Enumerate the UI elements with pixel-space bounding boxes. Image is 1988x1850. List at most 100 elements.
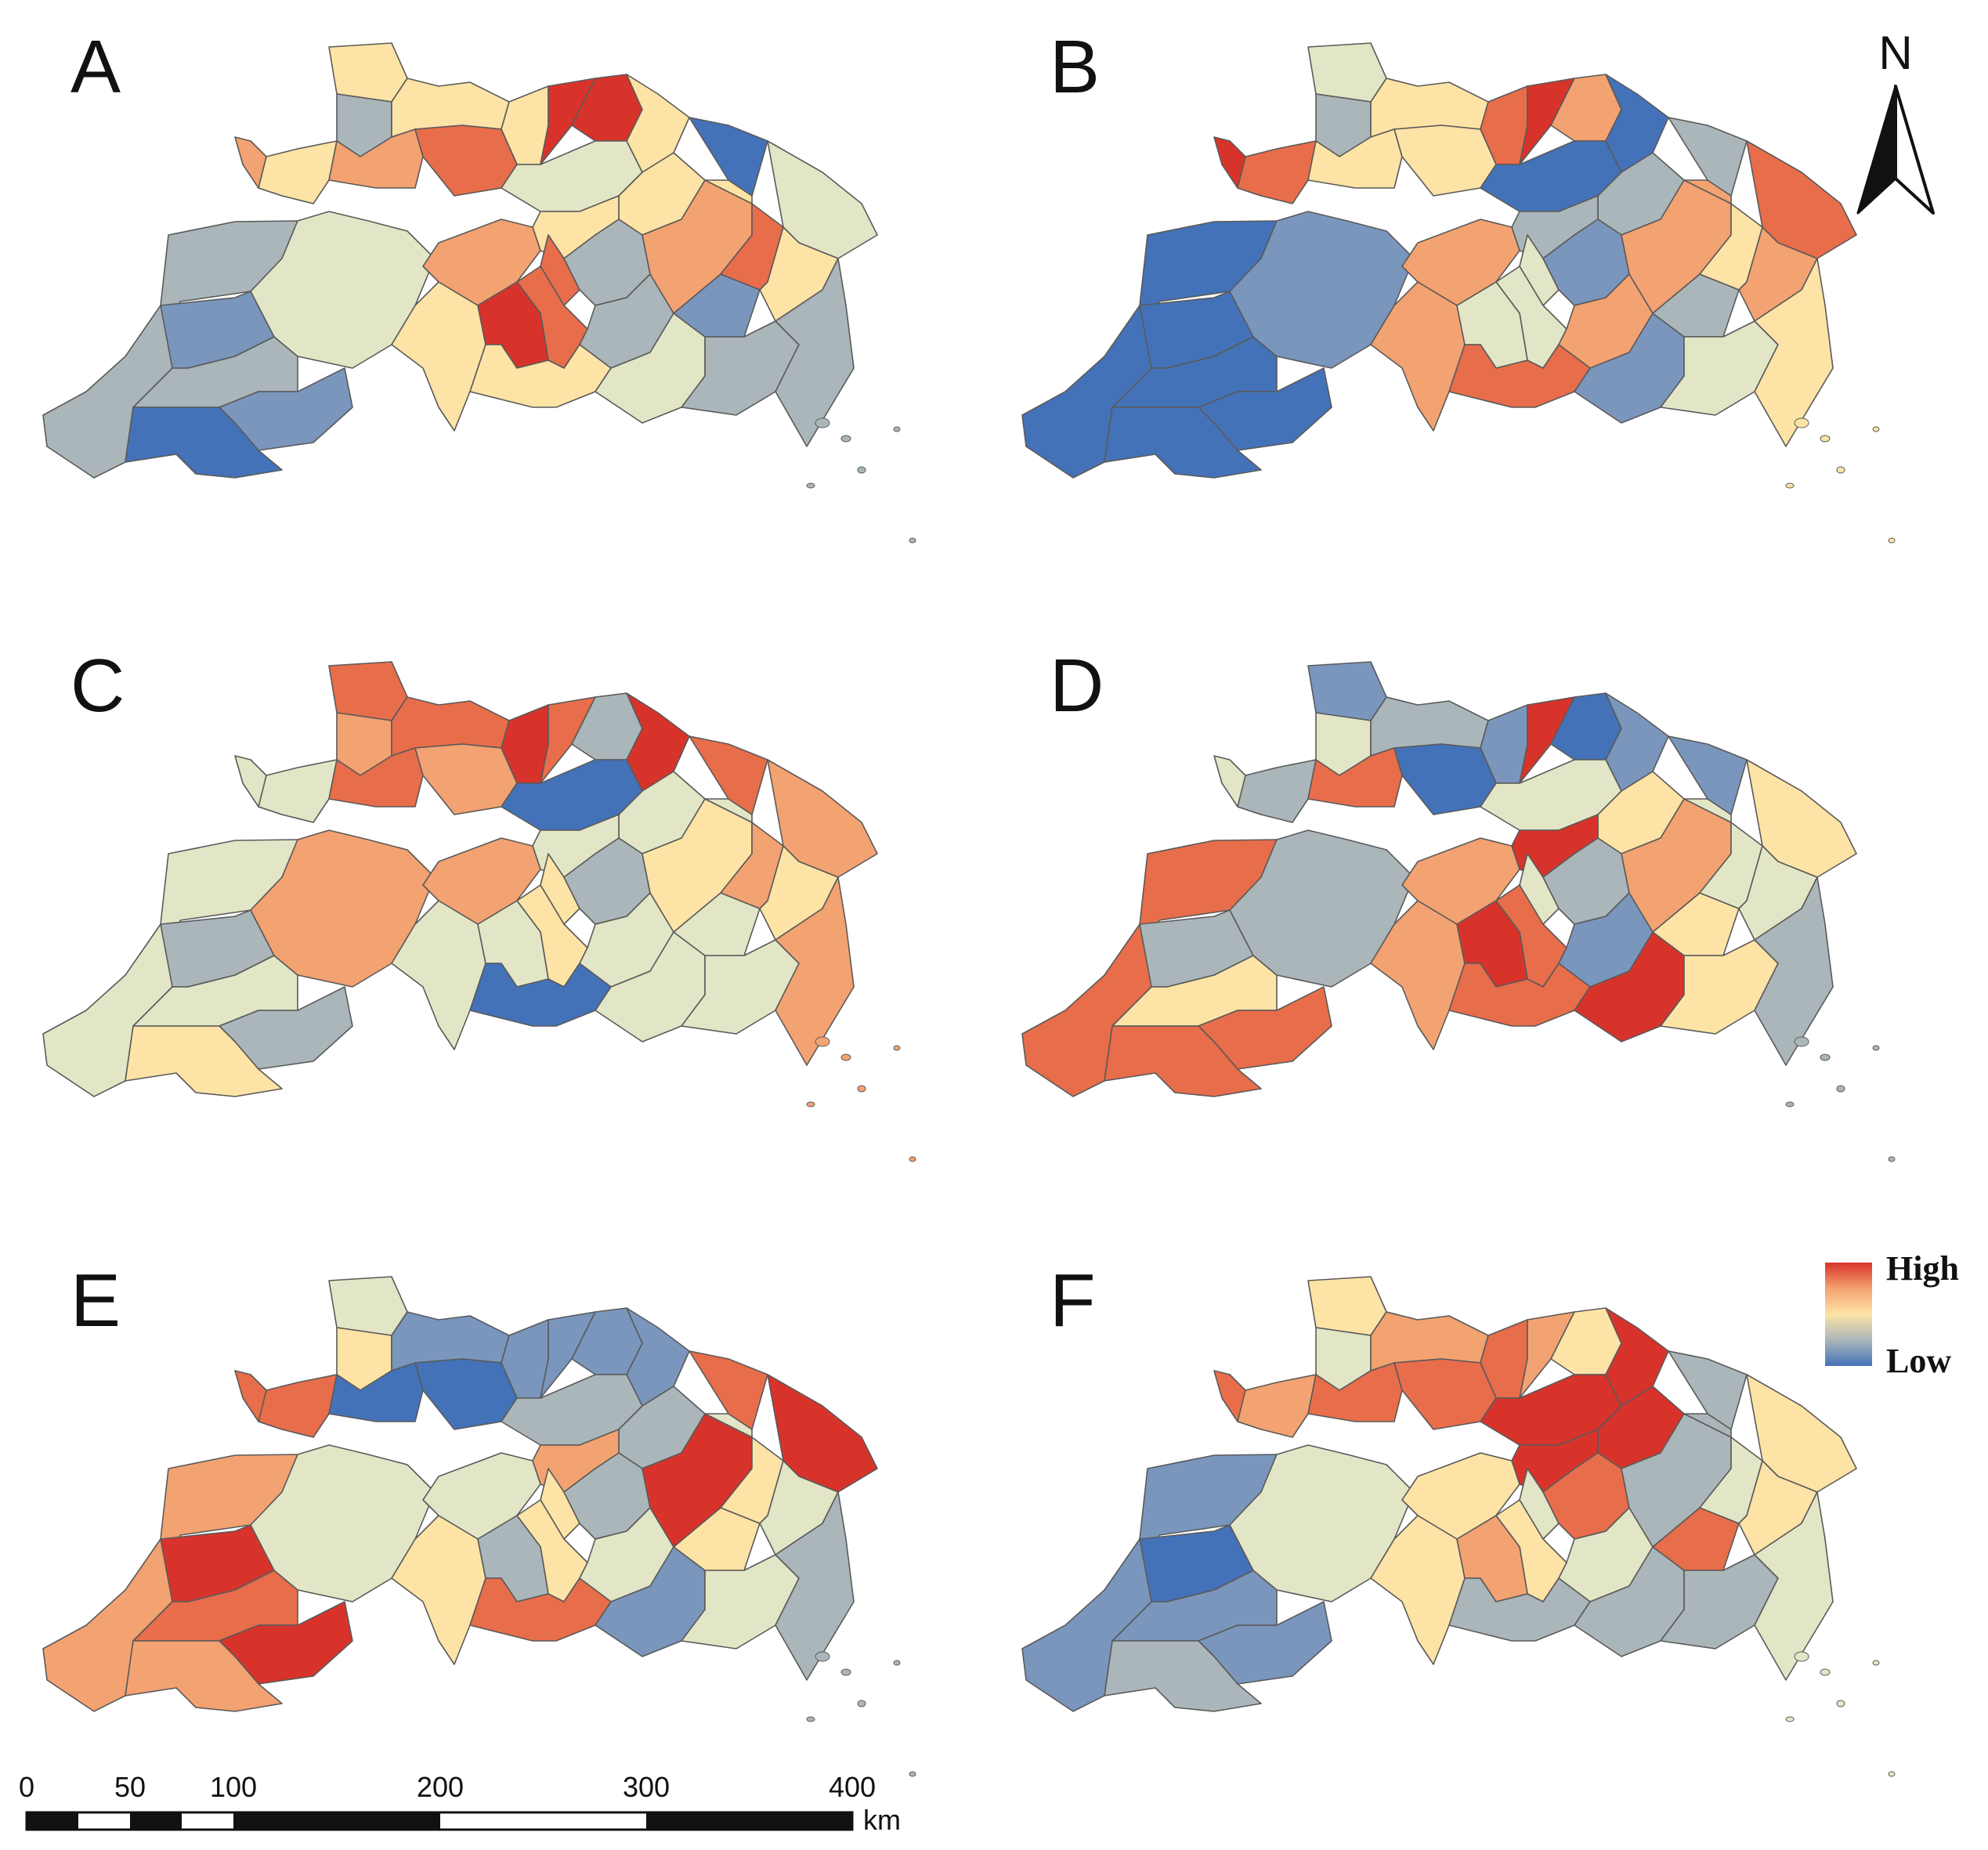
scale-tick-label: 100	[210, 1771, 257, 1803]
map-region	[1104, 1640, 1262, 1712]
panel-label-e: E	[70, 1259, 121, 1342]
map-region	[391, 281, 486, 432]
map-region	[328, 661, 408, 721]
scale-bar-segment	[233, 1812, 440, 1830]
island	[1836, 1700, 1845, 1707]
island	[1820, 435, 1831, 443]
map-region	[1754, 258, 1834, 447]
panel-label-a: A	[70, 25, 121, 109]
island	[857, 1085, 866, 1093]
island	[1785, 482, 1795, 489]
map-region	[258, 759, 338, 823]
island	[1794, 1651, 1809, 1662]
map-region	[1393, 125, 1497, 197]
map-region	[1754, 876, 1834, 1066]
map-region	[328, 1276, 408, 1336]
map-panel-d: D	[1021, 644, 1896, 1162]
map-region	[125, 1025, 283, 1097]
map-region	[775, 258, 855, 447]
scale-tick-label: 400	[829, 1771, 876, 1803]
map-region	[258, 1374, 338, 1438]
island	[840, 1668, 851, 1676]
map-region	[540, 696, 596, 784]
island	[815, 1036, 830, 1047]
island	[806, 1716, 815, 1722]
map-region	[1370, 900, 1466, 1050]
island	[857, 1700, 866, 1707]
panel-label-f: F	[1050, 1259, 1096, 1342]
island	[1785, 1101, 1795, 1107]
map-region	[1104, 1025, 1262, 1097]
island	[1820, 1668, 1831, 1676]
scale-tick-label: 300	[623, 1771, 670, 1803]
map-region	[540, 1311, 596, 1399]
island	[1888, 1771, 1896, 1777]
map-region	[414, 1358, 518, 1430]
map-region	[689, 1350, 768, 1430]
map-region	[1104, 406, 1262, 479]
map-region	[1519, 853, 1560, 925]
map-region	[125, 1640, 283, 1712]
map-region	[1370, 281, 1466, 432]
map-region	[775, 876, 855, 1066]
island	[1785, 1716, 1795, 1722]
north-arrow-icon	[1856, 85, 1897, 215]
map-region	[1237, 140, 1317, 204]
panel-label-c: C	[70, 644, 125, 728]
map-region	[1393, 743, 1497, 815]
map-region	[540, 853, 580, 925]
island	[909, 1156, 916, 1162]
map-region	[1519, 1311, 1575, 1399]
map-region	[1519, 78, 1575, 165]
map-region	[540, 78, 596, 165]
map-panel-c: C	[42, 644, 916, 1162]
island	[1872, 1660, 1880, 1666]
island	[1820, 1053, 1831, 1061]
legend-color-ramp	[1825, 1263, 1872, 1366]
map-region	[1519, 1468, 1560, 1540]
map-region	[1668, 735, 1748, 815]
island	[893, 1045, 901, 1051]
island	[909, 1771, 916, 1777]
scale-bar-segment	[646, 1812, 852, 1830]
map-region	[414, 743, 518, 815]
map-region	[1393, 1358, 1497, 1430]
map-region	[391, 1515, 486, 1665]
map-region	[391, 900, 486, 1050]
map-region	[1519, 696, 1575, 784]
map-region	[258, 140, 338, 204]
north-arrow-outline	[1894, 85, 1935, 215]
island	[1836, 1085, 1845, 1093]
map-region	[775, 1491, 855, 1681]
map-panel-a: A	[42, 25, 916, 544]
map-region	[689, 735, 768, 815]
map-region	[1519, 234, 1560, 306]
map-region	[540, 234, 580, 306]
island	[1872, 1045, 1880, 1051]
legend-high-label: High	[1886, 1249, 1959, 1288]
north-arrow: N	[1856, 27, 1935, 215]
island	[840, 435, 851, 443]
map-region	[1370, 1515, 1466, 1665]
map-panel-f: F	[1021, 1259, 1896, 1777]
island	[857, 466, 866, 474]
scale-unit-label: km	[863, 1804, 901, 1836]
island	[815, 1651, 830, 1662]
map-region	[125, 406, 283, 479]
scale-tick-label: 50	[114, 1771, 146, 1803]
north-arrow-label: N	[1878, 27, 1912, 79]
map-region	[1754, 1491, 1834, 1681]
map-region	[414, 125, 518, 197]
map-region	[1307, 661, 1387, 721]
island	[909, 537, 916, 544]
island	[815, 417, 830, 428]
map-region	[328, 42, 408, 103]
island	[1888, 537, 1896, 544]
scale-bar-segment	[27, 1812, 78, 1830]
island	[893, 426, 901, 432]
legend-low-label: Low	[1886, 1342, 1951, 1380]
map-region	[1237, 759, 1317, 823]
island	[806, 1101, 815, 1107]
island	[1888, 1156, 1896, 1162]
